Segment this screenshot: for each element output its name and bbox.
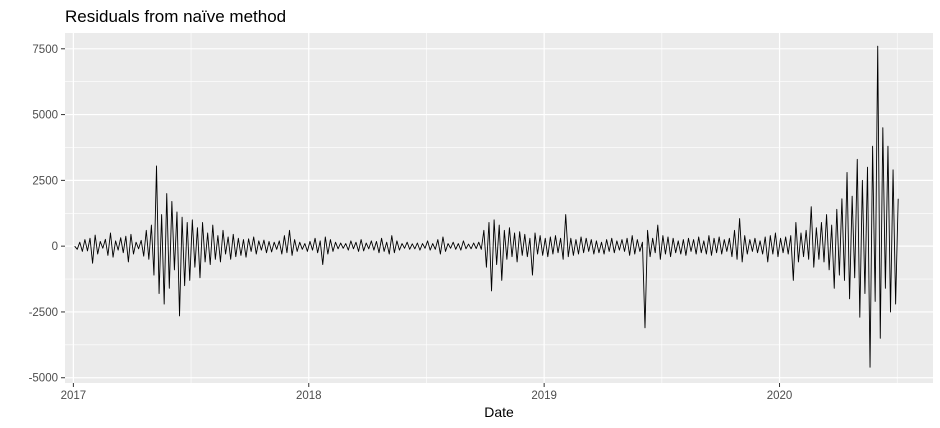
plot-panel	[65, 33, 933, 383]
x-tick-label: 2017	[61, 390, 87, 402]
x-tick-label: 2018	[296, 390, 322, 402]
y-tick-label: -5000	[29, 373, 58, 385]
residual-series-line	[74, 45, 899, 368]
x-tick-label: 2020	[767, 390, 793, 402]
chart-title: Residuals from naïve method	[65, 7, 286, 26]
major-gridlines	[65, 33, 933, 383]
x-tick-label: 2019	[531, 390, 557, 402]
y-tick-label: 0	[52, 241, 58, 253]
y-tick-label: 2500	[32, 175, 58, 187]
y-tick-label: -2500	[29, 307, 58, 319]
minor-gridlines	[65, 33, 933, 383]
x-axis: 2017 2018 2019 2020	[61, 383, 793, 402]
y-axis: -5000 -2500 0 2500 5000 7500	[29, 44, 65, 385]
y-tick-label: 5000	[32, 110, 58, 122]
y-tick-label: 7500	[32, 44, 58, 56]
x-axis-title: Date	[484, 404, 514, 420]
